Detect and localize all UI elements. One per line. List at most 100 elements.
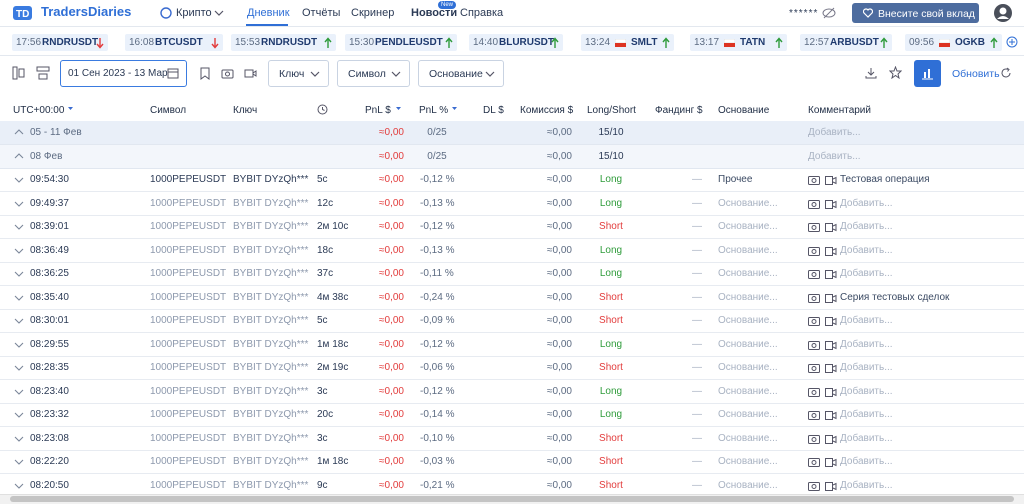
camera-icon[interactable]	[221, 67, 234, 80]
group-row[interactable]	[0, 121, 1024, 145]
filter-label[interactable]: Символ	[348, 68, 386, 80]
collapse-chevron[interactable]	[14, 153, 24, 159]
column-header[interactable]: PnL %	[419, 105, 449, 116]
column-header[interactable]: DL $	[483, 105, 504, 116]
video-icon[interactable]	[825, 174, 837, 186]
market-selector[interactable]: Крипто	[176, 7, 212, 19]
expand-chevron[interactable]	[14, 318, 24, 324]
ticker-item[interactable]	[125, 34, 223, 51]
column-header[interactable]: Комментарий	[808, 105, 871, 116]
trade-row[interactable]	[0, 427, 1024, 451]
screenshot-icon[interactable]	[808, 409, 820, 421]
trade-row[interactable]	[0, 192, 1024, 216]
add-ticker[interactable]	[1006, 36, 1018, 48]
expand-chevron[interactable]	[14, 295, 24, 301]
column-header[interactable]: Ключ	[233, 105, 258, 116]
sort-icon[interactable]	[68, 107, 73, 111]
star-icon[interactable]	[889, 66, 902, 79]
nav-item[interactable]: Дневник	[247, 7, 290, 19]
expand-chevron[interactable]	[14, 224, 24, 230]
trade-row[interactable]	[0, 215, 1024, 239]
trade-row[interactable]	[0, 309, 1024, 333]
trade-row[interactable]	[0, 262, 1024, 286]
ticker-item[interactable]	[800, 34, 892, 51]
screenshot-icon[interactable]	[808, 174, 820, 186]
donate-label[interactable]: Внесите свой вклад	[878, 8, 975, 20]
screenshot-icon[interactable]	[808, 268, 820, 280]
column-header[interactable]: PnL $	[365, 105, 391, 116]
expand-chevron[interactable]	[14, 177, 24, 183]
filter-dropdown[interactable]	[418, 60, 504, 87]
screenshot-icon[interactable]	[808, 245, 820, 257]
group-row[interactable]	[0, 145, 1024, 169]
ticker-item[interactable]	[231, 34, 336, 51]
collapse-chevron[interactable]	[14, 129, 24, 135]
hide-balance-icon[interactable]	[822, 7, 836, 19]
ticker-item[interactable]	[690, 34, 787, 51]
screenshot-icon[interactable]	[808, 456, 820, 468]
expand-chevron[interactable]	[14, 201, 24, 207]
refresh-icon[interactable]	[1000, 67, 1012, 79]
column-header[interactable]: Фандинг $	[655, 105, 703, 116]
trade-row[interactable]	[0, 356, 1024, 380]
nav-item[interactable]: Новости	[411, 7, 458, 19]
layout-icon[interactable]	[12, 66, 26, 80]
expand-chevron[interactable]	[14, 365, 24, 371]
ticker-item[interactable]	[12, 34, 108, 51]
ticker-item[interactable]	[581, 34, 674, 51]
column-header[interactable]: Символ	[150, 105, 187, 116]
expand-chevron[interactable]	[14, 436, 24, 442]
column-header[interactable]: UTC+00:00	[13, 105, 65, 116]
video-icon[interactable]	[825, 409, 837, 421]
expand-chevron[interactable]	[14, 271, 24, 277]
nav-item[interactable]: Справка	[460, 7, 504, 19]
expand-chevron[interactable]	[14, 412, 24, 418]
video-icon[interactable]	[825, 245, 837, 257]
trade-row[interactable]	[0, 168, 1024, 192]
trade-row[interactable]	[0, 286, 1024, 310]
filter-dropdown[interactable]	[337, 60, 410, 87]
sort-icon[interactable]	[452, 107, 457, 111]
screenshot-icon[interactable]	[808, 221, 820, 233]
video-icon[interactable]	[825, 268, 837, 280]
trade-row[interactable]	[0, 333, 1024, 357]
nav-item[interactable]: Скринер	[351, 7, 395, 19]
trade-row[interactable]	[0, 403, 1024, 427]
column-header[interactable]: Комиссия $	[520, 105, 574, 116]
video-icon[interactable]	[825, 221, 837, 233]
screenshot-icon[interactable]	[808, 480, 820, 492]
screenshot-icon[interactable]	[808, 386, 820, 398]
video-icon[interactable]	[825, 339, 837, 351]
expand-chevron[interactable]	[14, 342, 24, 348]
chart-button[interactable]	[914, 60, 941, 87]
screenshot-icon[interactable]	[808, 339, 820, 351]
video-icon[interactable]	[825, 386, 837, 398]
screenshot-icon[interactable]	[808, 433, 820, 445]
video-icon[interactable]	[825, 362, 837, 374]
expand-chevron[interactable]	[14, 459, 24, 465]
video-icon[interactable]	[825, 315, 837, 327]
trade-row[interactable]	[0, 380, 1024, 404]
date-range[interactable]: 01 Сен 2023 - 13 Мар	[68, 68, 168, 79]
expand-chevron[interactable]	[14, 483, 24, 489]
screenshot-icon[interactable]	[808, 315, 820, 327]
screenshot-icon[interactable]	[808, 198, 820, 210]
ticker-item[interactable]	[905, 34, 1002, 51]
filter-label[interactable]: Основание	[429, 68, 483, 80]
donate-button[interactable]	[852, 3, 979, 23]
video-icon[interactable]	[825, 198, 837, 210]
sort-icon[interactable]	[396, 107, 401, 111]
video-icon[interactable]	[825, 433, 837, 445]
duration-header-icon[interactable]	[317, 104, 328, 115]
refresh-label[interactable]: Обновить	[952, 68, 1000, 80]
trade-row[interactable]	[0, 450, 1024, 474]
avatar[interactable]	[993, 3, 1013, 23]
screenshot-icon[interactable]	[808, 362, 820, 374]
video-icon[interactable]	[825, 292, 837, 304]
expand-chevron[interactable]	[14, 248, 24, 254]
bookmark-icon[interactable]	[199, 67, 211, 80]
video-icon[interactable]	[825, 456, 837, 468]
nav-item[interactable]: Отчёты	[302, 7, 341, 19]
download-icon[interactable]	[865, 67, 877, 79]
screenshot-icon[interactable]	[808, 292, 820, 304]
